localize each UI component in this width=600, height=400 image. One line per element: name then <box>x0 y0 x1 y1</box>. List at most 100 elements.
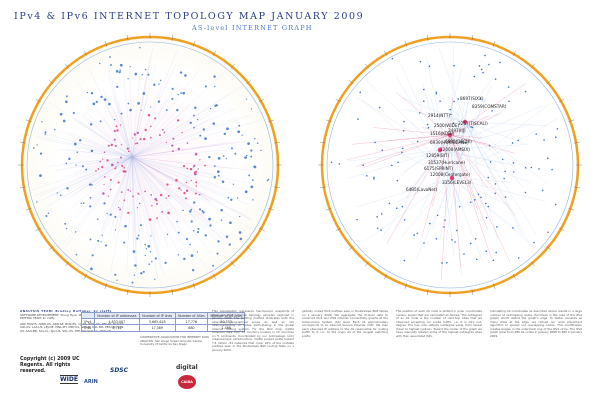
as-node <box>193 126 195 129</box>
as-node <box>171 87 174 90</box>
link-line <box>439 144 526 151</box>
as-node <box>197 227 200 230</box>
as-node <box>182 91 186 95</box>
as-node <box>381 149 384 152</box>
as-node <box>182 209 184 212</box>
link-line <box>119 156 133 219</box>
as-node <box>244 190 248 194</box>
as-node <box>156 217 159 220</box>
link-line <box>101 156 133 231</box>
as-node <box>114 144 117 147</box>
as-node <box>504 170 506 173</box>
as-node <box>149 136 152 139</box>
link-line <box>131 156 137 246</box>
link-line <box>131 108 235 158</box>
as-node <box>158 134 161 137</box>
sponsor-text: COOPERATIVE ASSOCIATION FOR INTERNET DAT… <box>140 335 209 346</box>
as-node <box>39 152 43 155</box>
link-line <box>88 156 133 266</box>
as-node <box>180 92 182 94</box>
tick-mark <box>530 63 536 69</box>
as-node <box>151 205 153 207</box>
as-node <box>120 144 123 146</box>
as-node <box>153 83 156 86</box>
tick-mark <box>212 274 217 280</box>
ipv6-as-graph: 6939(HURRICANE) 8697(SIXX) 8359(COMSTAR) 29… <box>318 33 582 297</box>
as-node <box>95 100 98 103</box>
as-node <box>517 257 520 259</box>
as-node <box>378 106 381 109</box>
as-node <box>208 155 211 159</box>
as-node <box>172 137 175 140</box>
link-line <box>131 108 215 158</box>
link-line <box>464 121 522 175</box>
as-node <box>484 54 486 57</box>
as-node <box>260 149 262 152</box>
as-node <box>410 188 413 190</box>
as-node <box>239 237 243 241</box>
as-node <box>356 218 358 221</box>
as-node <box>65 95 68 98</box>
as-node <box>106 159 109 162</box>
as-node <box>458 205 461 208</box>
as-node <box>501 158 504 161</box>
link-line <box>356 134 451 167</box>
tick-mark <box>126 289 129 296</box>
as-node <box>197 118 199 121</box>
link-line <box>109 156 133 235</box>
tick-mark <box>171 289 174 296</box>
as-node <box>171 144 174 147</box>
link-line <box>89 156 133 189</box>
as-node <box>535 133 537 135</box>
as-node <box>110 63 112 66</box>
as-node <box>154 117 157 120</box>
ipv4-node-cloud <box>33 46 270 284</box>
as-node <box>155 199 158 202</box>
link-line <box>451 177 529 242</box>
link-line <box>117 103 133 158</box>
link-line <box>451 177 546 202</box>
as-node <box>139 224 142 227</box>
as-node <box>362 164 364 167</box>
as-node <box>422 88 425 91</box>
as-node <box>148 218 152 221</box>
link-line <box>113 156 133 239</box>
as-node <box>142 92 146 95</box>
link-line <box>131 156 160 243</box>
link-line <box>386 134 451 244</box>
as-node <box>54 128 56 131</box>
as-node <box>556 128 559 130</box>
as-node <box>403 120 405 123</box>
tick-mark <box>348 79 354 85</box>
as-node <box>161 128 164 131</box>
link-line <box>451 46 454 179</box>
link-line <box>449 134 488 230</box>
as-node <box>165 109 168 111</box>
map-subtitle: AS-level INTERNET GRAPH <box>192 24 313 32</box>
node-label: 2497(IIJ) <box>448 128 466 133</box>
as-node <box>439 100 441 102</box>
link-line <box>131 47 153 158</box>
node-label: 1516(KDDI) <box>430 131 455 136</box>
link-line <box>432 134 451 207</box>
ipv6-node-cloud <box>330 54 559 264</box>
as-node <box>429 222 431 225</box>
as-node <box>151 260 153 263</box>
tick-mark <box>19 141 26 144</box>
link-line <box>131 156 252 219</box>
link-line <box>65 156 133 247</box>
link-line <box>464 114 498 123</box>
link-line <box>451 100 485 179</box>
as-node <box>488 144 491 147</box>
as-node <box>81 165 84 168</box>
link-line <box>131 156 219 176</box>
link-line <box>439 104 461 151</box>
as-node <box>453 64 455 67</box>
link-line <box>131 156 214 226</box>
as-node <box>202 128 206 131</box>
as-node <box>140 109 142 111</box>
node-label: 12008(Centergate) <box>430 172 470 177</box>
as-node <box>166 233 169 236</box>
link-line <box>131 156 141 247</box>
as-node <box>517 139 519 142</box>
